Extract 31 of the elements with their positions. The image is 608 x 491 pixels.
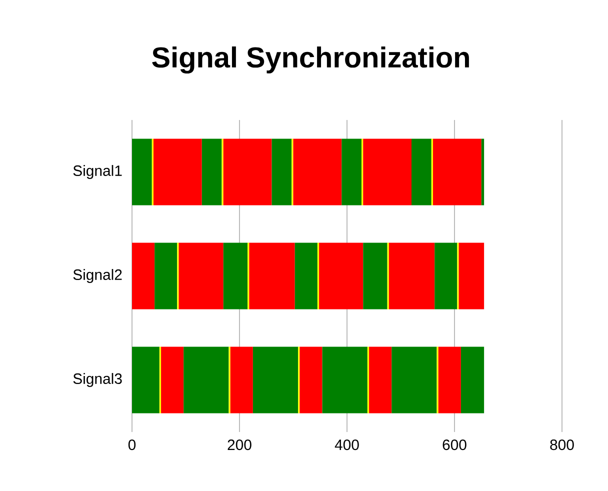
bar (438, 346, 461, 414)
x-tick-label: 0 (128, 440, 136, 450)
bar (202, 138, 222, 206)
bar (433, 138, 482, 206)
bar (132, 346, 160, 414)
x-tick-label: 400 (334, 440, 359, 450)
bar (363, 138, 412, 206)
bar (223, 138, 272, 206)
bar (252, 346, 298, 414)
bar (184, 346, 229, 414)
bar (293, 138, 342, 206)
bar (272, 138, 292, 206)
bar (342, 138, 362, 206)
bar (132, 138, 152, 206)
bar (412, 138, 432, 206)
y-tick-label: Signal3 (73, 373, 122, 387)
bar (369, 346, 392, 414)
x-tick-label: 200 (228, 440, 252, 450)
bar (154, 138, 202, 206)
bar (481, 138, 484, 206)
y-tick-label: Signal2 (73, 269, 122, 283)
chart-title: Signal Synchronization (152, 46, 469, 74)
bar (322, 346, 368, 414)
bar (300, 346, 322, 414)
bar (460, 346, 484, 414)
bar (230, 346, 253, 414)
x-tick-label: 600 (442, 440, 466, 450)
bar (161, 346, 184, 414)
y-tick-label: Signal1 (73, 165, 122, 179)
bar (392, 346, 437, 414)
x-tick-label: 800 (550, 440, 574, 450)
